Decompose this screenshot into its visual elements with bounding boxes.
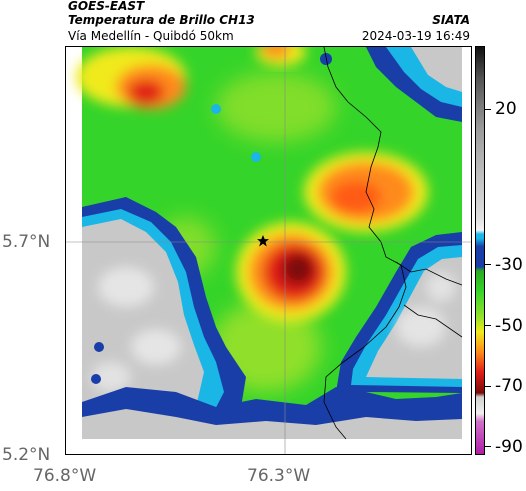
colorbar-tick: [485, 386, 491, 387]
bottom-cold-band: [82, 409, 462, 439]
colorbar-tick: [485, 264, 491, 265]
upper-right-cold-region: [366, 47, 462, 122]
colorbar-label: -90: [495, 437, 523, 457]
lon-tick-label: 76.8°W: [33, 466, 97, 486]
top-warm-blob: [256, 47, 306, 66]
lat-tick-label: 5.7°N: [2, 232, 51, 252]
colorbar-label: -30: [495, 255, 523, 275]
map-canvas: [66, 47, 471, 454]
colorbar: [475, 46, 485, 455]
satellite-title: GOES-EAST: [68, 0, 145, 13]
star-icon[interactable]: [257, 235, 269, 247]
route-label: Vía Medellín - Quibdó 50km: [68, 29, 234, 43]
colorbar-tick: [485, 446, 491, 447]
colorbar-tick: [485, 109, 491, 110]
upper-left-warm-blob: [76, 47, 186, 109]
lat-tick-label: 5.2°N: [2, 445, 51, 465]
colorbar-label: -50: [495, 316, 523, 336]
colorbar-label: 20: [495, 99, 517, 119]
organization-label: SIATA: [432, 13, 470, 27]
brightness-temperature-map[interactable]: [65, 46, 472, 455]
central-storm-cell: [236, 222, 346, 322]
product-title: Temperatura de Brillo CH13: [68, 13, 255, 27]
lon-tick-label: 76.3°W: [247, 466, 311, 486]
colorbar-label: -70: [495, 376, 523, 396]
right-cold-region: [336, 232, 462, 393]
colorbar-tick: [485, 325, 491, 326]
timestamp-label: 2024-03-19 16:49: [361, 29, 470, 43]
border-line-east: [395, 261, 463, 286]
left-cold-region: [82, 197, 246, 439]
cold-specks: [91, 53, 332, 384]
border-line-southeast: [403, 304, 463, 338]
